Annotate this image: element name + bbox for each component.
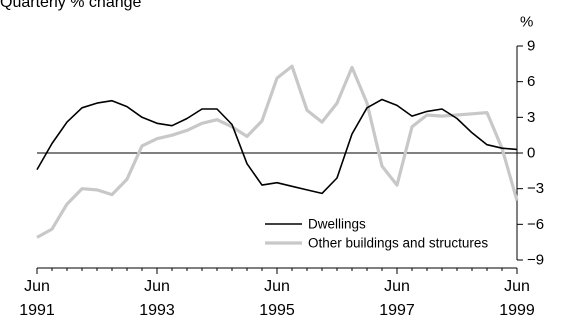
x-tick-label-year: 1995	[259, 302, 295, 319]
x-tick-label-month: Jun	[144, 278, 170, 295]
y-tick-label: 0	[527, 145, 535, 162]
x-tick-label-month: Jun	[384, 278, 410, 295]
x-tick-label-year: 1991	[19, 302, 55, 319]
legend-label: Other buildings and structures	[308, 236, 488, 251]
x-tick-label-month: Jun	[504, 278, 530, 295]
x-tick-label-month: Jun	[24, 278, 50, 295]
y-tick-label: −6	[527, 216, 544, 233]
series-line-other-buildings	[36, 64, 519, 239]
x-tick-label-year: 1999	[499, 302, 535, 319]
y-axis-unit-label: %	[520, 14, 533, 31]
series-lines	[36, 64, 519, 239]
chart-axes: % 9 6 3 0 −3 −6 −9 Jun 1991 Jun 1993 Jun 1995 Jun 1997 J…	[19, 14, 544, 320]
legend-label: Dwellings	[308, 217, 366, 232]
chart-legend: Dwellings Other buildings and structures	[265, 217, 488, 251]
x-tick-label-year: 1997	[379, 302, 415, 319]
y-tick-label: 6	[527, 73, 535, 90]
y-tick-label: 3	[527, 109, 535, 126]
x-tick-label-month: Jun	[264, 278, 290, 295]
x-tick-label-year: 1993	[139, 302, 175, 319]
series-line-dwellings	[36, 98, 518, 195]
y-tick-label: 9	[527, 38, 535, 55]
y-tick-label: −9	[527, 252, 544, 269]
y-tick-label: −3	[527, 180, 544, 197]
chart-title: Quarterly % change	[0, 0, 142, 11]
